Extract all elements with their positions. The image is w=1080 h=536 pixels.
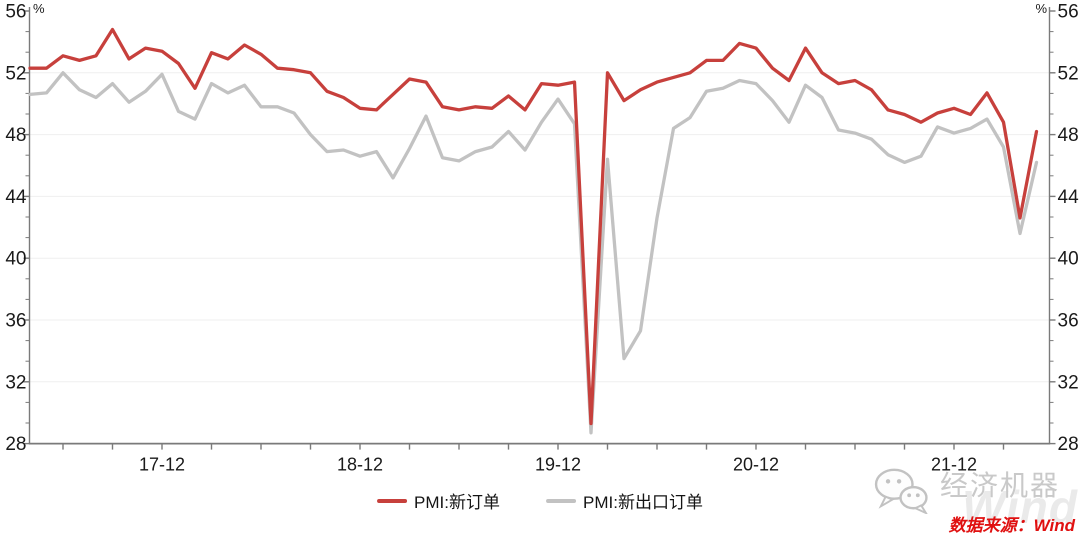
svg-text:40: 40: [1058, 249, 1079, 270]
svg-text:19-12: 19-12: [535, 455, 581, 475]
svg-text:17-12: 17-12: [139, 455, 185, 475]
svg-text:28: 28: [5, 434, 26, 455]
data-source-text: 数据来源：Wind: [948, 516, 1075, 535]
svg-text:21-12: 21-12: [931, 455, 977, 475]
svg-text:44: 44: [5, 187, 27, 208]
svg-text:36: 36: [5, 311, 26, 332]
chart-legend: PMI:新订单 PMI:新出口订单: [377, 488, 703, 513]
svg-text:48: 48: [5, 125, 26, 146]
y-axis-unit-right: %: [1035, 1, 1047, 16]
wechat-icon: [874, 468, 928, 514]
y-axis-unit-left: %: [33, 1, 45, 16]
wind-ghost-watermark: Wind: [962, 481, 1078, 533]
svg-text:56: 56: [5, 2, 26, 23]
svg-text:18-12: 18-12: [337, 455, 383, 475]
svg-text:40: 40: [5, 249, 26, 270]
svg-text:32: 32: [5, 372, 26, 393]
svg-text:56: 56: [1058, 2, 1079, 23]
svg-text:32: 32: [1058, 372, 1079, 393]
svg-text:28: 28: [1058, 434, 1079, 455]
legend-swatch-new-export-orders: [546, 498, 576, 503]
legend-swatch-new-orders: [377, 498, 408, 503]
legend-label-new-orders: PMI:新订单: [414, 493, 500, 512]
svg-text:44: 44: [1058, 187, 1080, 208]
wechat-account-watermark: 经济机器: [939, 470, 1060, 501]
svg-text:20-12: 20-12: [733, 455, 779, 475]
legend-item-new-orders: PMI:新订单: [377, 488, 500, 513]
svg-text:52: 52: [5, 63, 26, 84]
legend-label-new-export-orders: PMI:新出口订单: [583, 493, 703, 512]
svg-text:52: 52: [1058, 63, 1079, 84]
legend-item-new-export-orders: PMI:新出口订单: [546, 488, 703, 513]
svg-text:36: 36: [1058, 311, 1079, 332]
svg-text:48: 48: [1058, 125, 1079, 146]
